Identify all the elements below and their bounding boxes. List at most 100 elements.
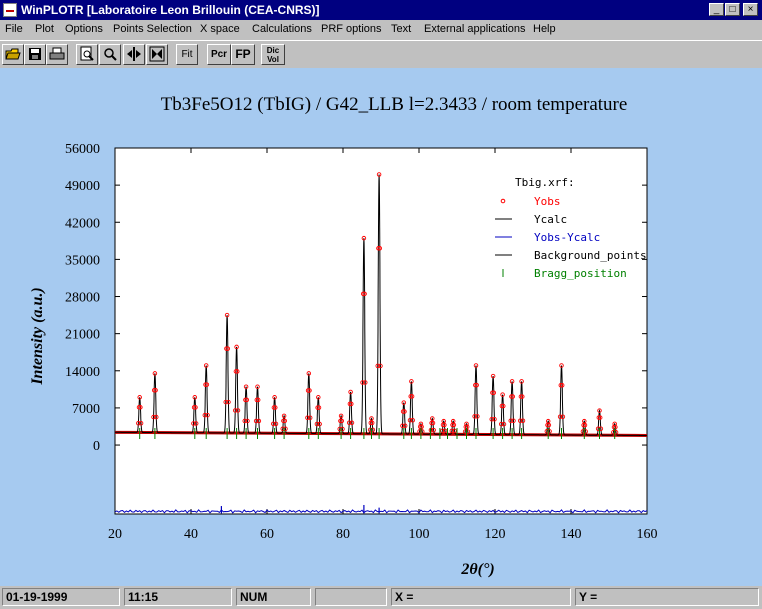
open-icon xyxy=(5,48,21,60)
maximize-button[interactable]: □ xyxy=(725,3,740,16)
yobs-point xyxy=(442,428,448,434)
diffraction-chart[interactable]: Tb3Fe5O12 (TbIG) / G42_LLB l=2.3433 / ro… xyxy=(0,68,762,586)
yobs-point xyxy=(582,422,588,428)
move-vertical-button[interactable] xyxy=(146,44,168,65)
menu-plot[interactable]: Plot xyxy=(35,23,54,35)
zoom-page-button[interactable] xyxy=(76,44,98,65)
yobs-point xyxy=(316,395,321,400)
fp-button[interactable]: FP xyxy=(231,44,255,65)
yobs-point xyxy=(305,415,310,420)
yobs-point xyxy=(226,399,231,405)
yobs-point xyxy=(191,405,197,410)
menu-file[interactable]: File xyxy=(5,23,23,35)
status-date: 01-19-1999 xyxy=(2,588,120,606)
yobs-point xyxy=(559,383,565,388)
move-horizontal-button[interactable] xyxy=(123,44,145,65)
print-icon xyxy=(49,47,65,60)
yobs-point xyxy=(243,384,249,389)
yobs-point xyxy=(223,399,228,405)
yobs-point xyxy=(235,408,241,413)
yobs-point xyxy=(282,418,288,424)
yobs-point xyxy=(338,418,343,424)
menu-calculations[interactable]: Calculations xyxy=(252,23,312,35)
dicvol-button[interactable]: Dic Vol xyxy=(261,44,285,65)
y-tick-label: 28000 xyxy=(65,291,100,306)
yobs-point xyxy=(510,394,516,399)
yobs-point xyxy=(281,413,287,419)
chart-title: Tb3Fe5O12 (TbIG) / G42_LLB l=2.3433 / ro… xyxy=(161,94,628,115)
yobs-point xyxy=(203,363,209,368)
yobs-point xyxy=(451,422,457,428)
yobs-point xyxy=(449,428,455,434)
minimize-button[interactable]: _ xyxy=(709,3,724,16)
yobs-point xyxy=(153,388,158,393)
toolbar: Fit Pcr FP Dic Vol xyxy=(0,40,762,68)
yobs-point xyxy=(402,409,407,414)
yobs-point xyxy=(491,390,497,395)
yobs-point xyxy=(418,421,424,427)
yobs-point xyxy=(272,395,277,400)
yobs-point xyxy=(473,363,479,368)
menu-options[interactable]: Options xyxy=(65,23,103,35)
yobs-point xyxy=(428,427,434,433)
yobs-point xyxy=(307,415,313,420)
yobs-point xyxy=(378,363,383,369)
yobs-point xyxy=(408,394,413,399)
legend-entry: Background_points xyxy=(534,249,647,262)
yobs-point xyxy=(270,421,276,427)
status-empty xyxy=(315,588,387,606)
menu-points-selection[interactable]: Points Selection xyxy=(113,23,192,35)
yobs-point xyxy=(489,416,494,422)
legend-entry: Ycalc xyxy=(534,213,567,226)
yobs-point xyxy=(339,418,345,424)
fit-button[interactable]: Fit xyxy=(176,44,198,65)
menu-external-applications[interactable]: External applications xyxy=(424,23,526,35)
status-numlock: NUM xyxy=(236,588,311,606)
yobs-point xyxy=(243,397,248,403)
yobs-point xyxy=(377,246,383,251)
plot-area[interactable]: Tb3Fe5O12 (TbIG) / G42_LLB l=2.3433 / ro… xyxy=(0,68,762,586)
menu-prf-options[interactable]: PRF options xyxy=(321,23,382,35)
x-tick-label: 80 xyxy=(336,527,350,542)
menu-x-space[interactable]: X space xyxy=(200,23,240,35)
y-tick-label: 49000 xyxy=(65,179,100,194)
x-axis-label: 2θ(°) xyxy=(460,561,494,578)
yobs-point xyxy=(492,417,497,422)
yobs-point xyxy=(375,363,380,369)
yobs-point xyxy=(203,382,208,387)
status-y-readout: Y = xyxy=(575,588,759,606)
zoom-button[interactable] xyxy=(99,44,121,65)
yobs-point xyxy=(400,423,405,429)
app-icon[interactable] xyxy=(3,3,17,17)
yobs-point xyxy=(517,418,523,424)
menu-help[interactable]: Help xyxy=(533,23,556,35)
print-button[interactable] xyxy=(46,44,68,65)
yobs-point xyxy=(224,346,229,351)
yobs-point xyxy=(440,428,445,434)
yobs-point xyxy=(475,414,480,419)
yobs-point xyxy=(281,418,286,424)
yobs-point xyxy=(410,418,416,423)
x-tick-label: 140 xyxy=(561,527,582,542)
close-button[interactable]: × xyxy=(743,3,758,16)
pcr-button[interactable]: Pcr xyxy=(207,44,231,65)
open-button[interactable] xyxy=(2,44,24,65)
yobs-point xyxy=(474,382,479,388)
save-button[interactable] xyxy=(24,44,46,65)
menu-bar: File Plot Options Points Selection X spa… xyxy=(0,20,762,40)
yobs-point xyxy=(204,382,210,387)
yobs-point xyxy=(362,291,367,297)
status-x-readout: X = xyxy=(391,588,571,606)
yobs-point xyxy=(225,346,231,351)
legend-marker xyxy=(500,198,506,204)
zoom-page-icon xyxy=(80,46,94,61)
yobs-point xyxy=(401,400,407,405)
yobs-point xyxy=(347,401,353,407)
yobs-point xyxy=(361,235,367,241)
menu-text[interactable]: Text xyxy=(391,23,412,35)
yobs-point xyxy=(559,363,564,368)
yobs-point xyxy=(317,421,322,427)
yobs-point xyxy=(271,405,277,410)
yobs-point xyxy=(430,416,435,421)
yobs-point xyxy=(245,418,250,424)
